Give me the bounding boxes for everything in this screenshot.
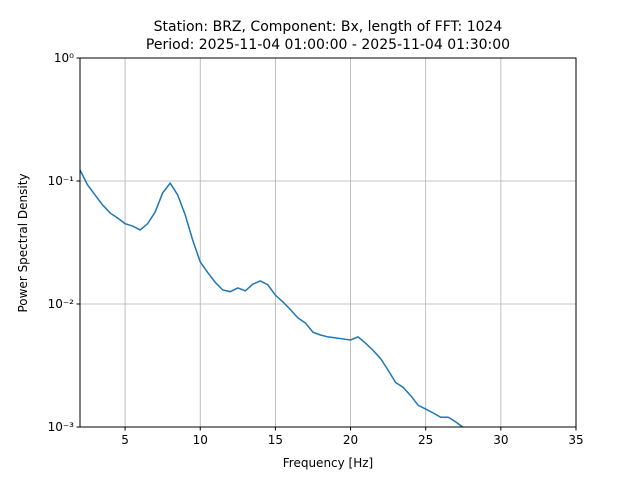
plot-area bbox=[80, 169, 464, 427]
x-tick-label: 25 bbox=[418, 433, 433, 447]
chart-title: Station: BRZ, Component: Bx, length of F… bbox=[154, 19, 503, 35]
x-tick-label: 5 bbox=[121, 433, 129, 447]
data-line bbox=[80, 169, 464, 427]
x-tick-label: 15 bbox=[268, 433, 283, 447]
y-tick-label: 10⁰ bbox=[54, 51, 74, 65]
x-tick-label: 30 bbox=[493, 433, 508, 447]
x-axis-label: Frequency [Hz] bbox=[283, 456, 374, 470]
ticks: 5 10 15 20 25 30 35 10⁻³ 10⁻² 10⁻¹ 10⁰ bbox=[48, 51, 584, 447]
x-tick-label: 10 bbox=[193, 433, 208, 447]
y-axis-label: Power Spectral Density bbox=[16, 173, 30, 312]
grid bbox=[80, 57, 577, 428]
y-tick-label: 10⁻³ bbox=[48, 420, 75, 434]
axes-frame bbox=[79, 57, 577, 428]
chart-subtitle: Period: 2025-11-04 01:00:00 - 2025-11-04… bbox=[146, 37, 510, 53]
x-tick-label: 20 bbox=[343, 433, 358, 447]
x-tick-label: 35 bbox=[568, 433, 583, 447]
y-tick-label: 10⁻² bbox=[48, 297, 75, 311]
y-tick-label: 10⁻¹ bbox=[48, 174, 75, 188]
